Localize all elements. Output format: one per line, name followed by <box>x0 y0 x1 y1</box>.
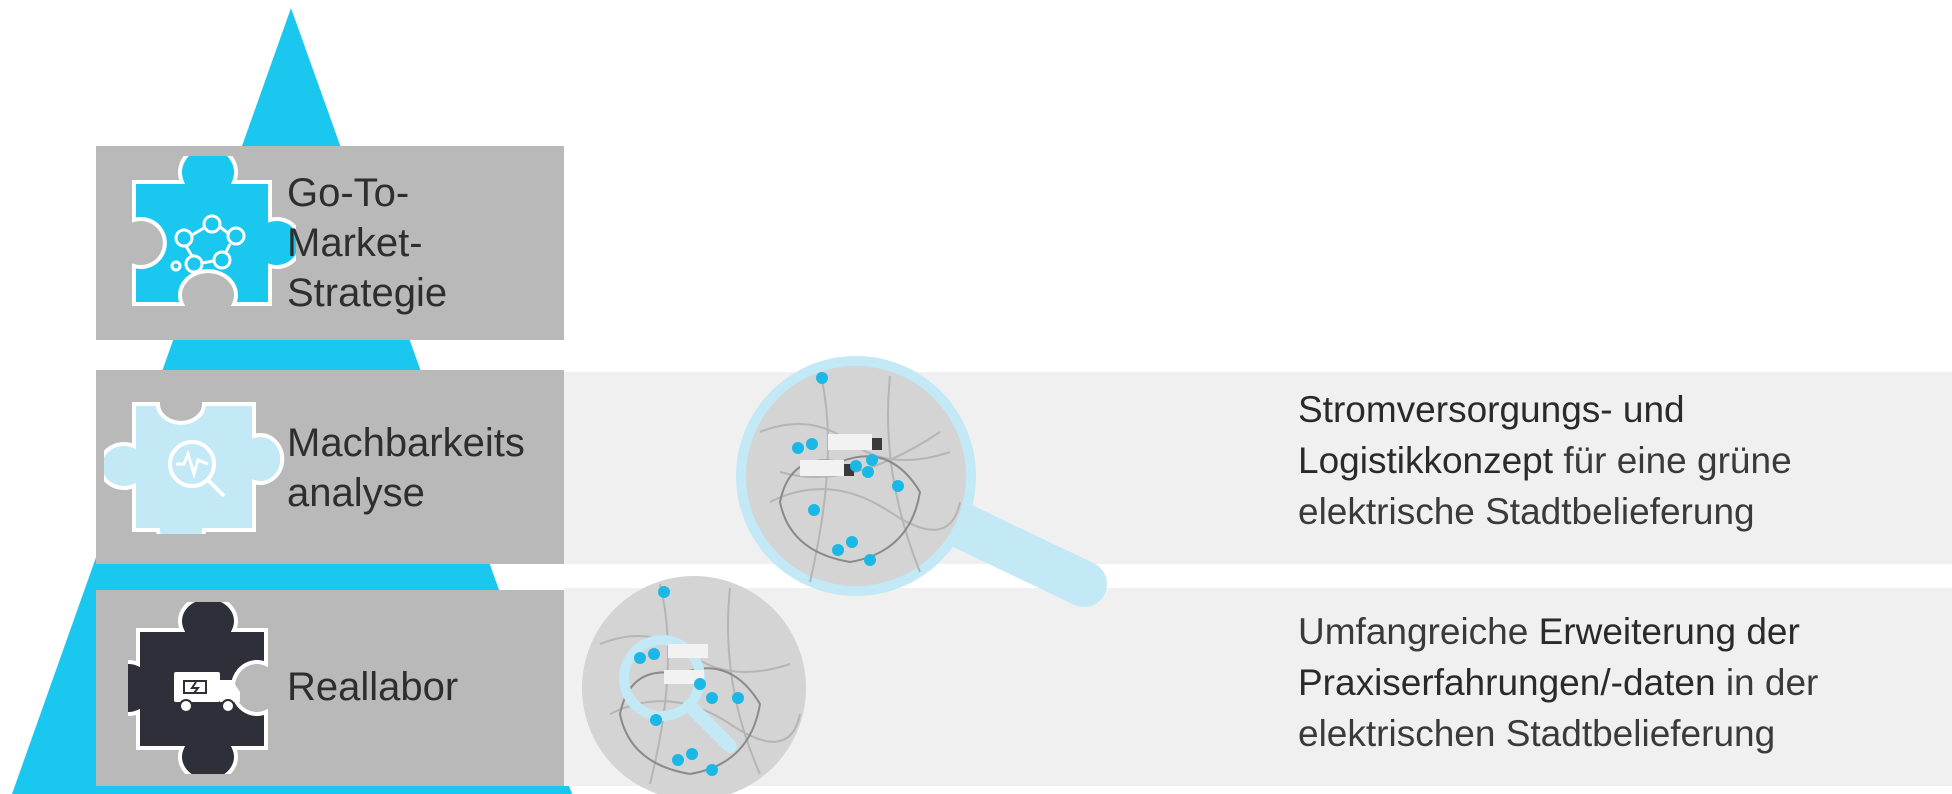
map-small <box>582 576 806 794</box>
map-magnifier-large <box>736 356 1107 607</box>
description-machbarkeit: Stromversorgungs- und Logistikkonzept fü… <box>1298 384 1792 537</box>
puzzle-piece-machbarkeit <box>104 402 285 534</box>
magnifier-pulse-icon <box>168 440 226 498</box>
description-machbarkeit-bold-1: Stromversorgungs- und <box>1298 389 1685 430</box>
description-machbarkeit-text-1: für eine grüne <box>1553 440 1792 481</box>
description-reallabor-text-1: Umfangreiche <box>1298 611 1539 652</box>
level-label-go-to-market: Go-To- Market- Strategie <box>287 171 448 315</box>
description-reallabor: Umfangreiche Erweiterung der Praxiserfah… <box>1298 606 1818 759</box>
description-reallabor-bold-1: Erweiterung der <box>1538 611 1800 652</box>
description-machbarkeit-text-2: elektrische Stadtbelieferung <box>1298 491 1755 532</box>
description-reallabor-text-2: in der <box>1715 662 1819 703</box>
puzzle-piece-reallabor <box>128 602 268 774</box>
description-reallabor-bold-2: Praxiserfahrungen/-daten <box>1298 662 1716 703</box>
level-label-reallabor: Reallabor <box>287 665 459 709</box>
description-reallabor-text-3: elektrischen Stadtbelieferung <box>1298 713 1776 754</box>
puzzle-piece-go-to-market <box>132 156 296 306</box>
level-label-machbarkeit: Machbarkeits analyse <box>287 421 525 515</box>
description-machbarkeit-bold-2: Logistikkonzept <box>1298 440 1554 481</box>
electric-truck-icon <box>174 672 240 713</box>
network-icon <box>170 214 246 274</box>
map-pins <box>792 372 904 566</box>
